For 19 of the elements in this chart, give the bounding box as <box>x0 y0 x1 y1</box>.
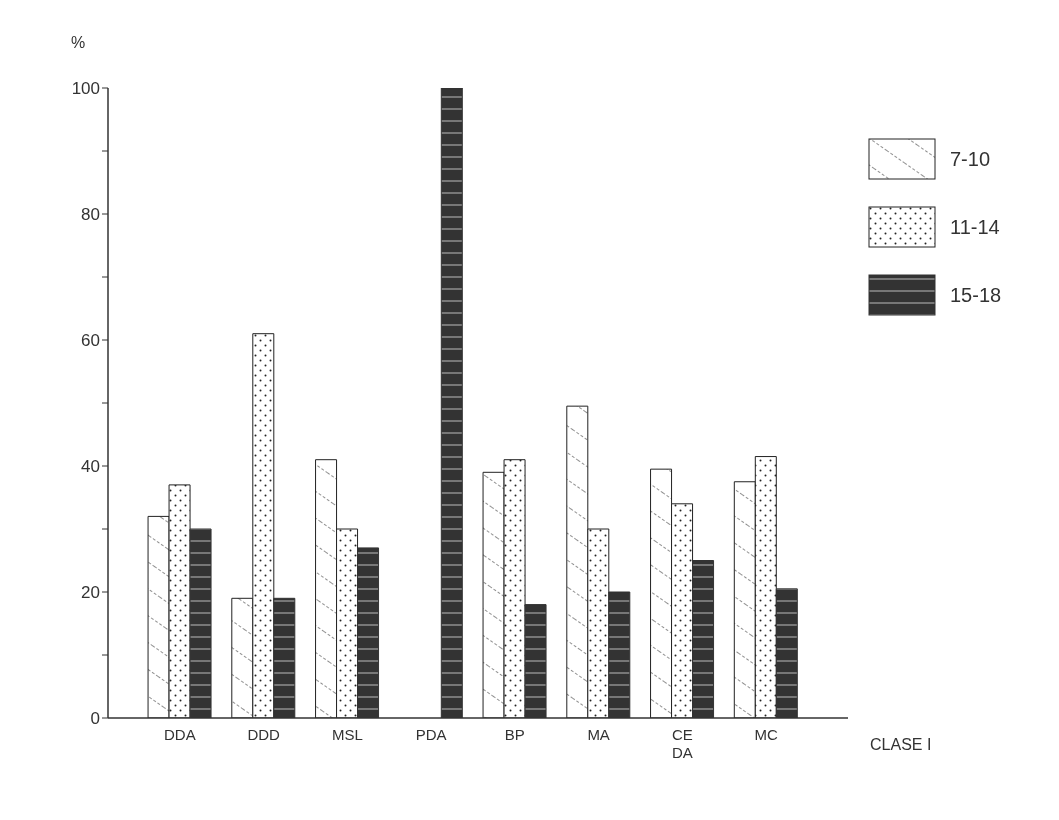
y-tick-label: 0 <box>90 709 100 729</box>
y-axis-title: % <box>70 34 86 51</box>
legend-label: 15-18 <box>950 283 1002 307</box>
y-tick-label: 20 <box>81 583 100 603</box>
y-tick-label: 80 <box>81 205 100 225</box>
legend-label: 11-14 <box>950 215 1000 239</box>
x-tick-label: BP <box>504 726 525 743</box>
y-tick-label: 60 <box>81 331 100 351</box>
y-tick-label: 100 <box>71 79 100 99</box>
x-tick-label: MA <box>587 726 610 743</box>
x-tick-label: DDA <box>164 726 196 743</box>
x-tick-label: PDA <box>415 726 447 743</box>
x-tick-label: CE DA <box>671 726 693 761</box>
x-tick-label: MSL <box>331 726 363 743</box>
x-axis-title: CLASE I <box>870 736 932 754</box>
x-tick-label: MC <box>754 726 778 743</box>
legend-label: 7-10 <box>950 147 991 171</box>
x-tick-label: DDD <box>247 726 281 743</box>
y-tick-label: 40 <box>81 457 100 477</box>
